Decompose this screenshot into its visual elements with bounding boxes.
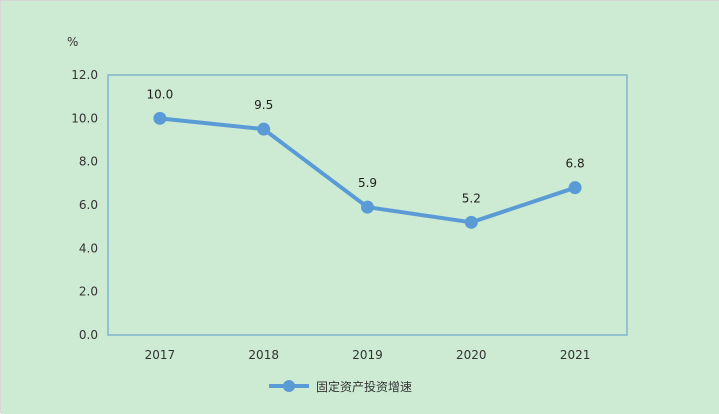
y-tick-label: 4.0 xyxy=(79,241,98,255)
x-tick-label: 2017 xyxy=(145,348,176,362)
data-label: 5.9 xyxy=(358,176,377,190)
x-tick-label: 2021 xyxy=(560,348,591,362)
y-tick-label: 6.0 xyxy=(79,198,98,212)
legend-series-label: 固定资产投资增速 xyxy=(316,379,412,394)
plot-border xyxy=(107,74,628,336)
y-tick-label: 2.0 xyxy=(79,285,98,299)
x-tick-label: 2019 xyxy=(352,348,383,362)
x-tick-label: 2020 xyxy=(456,348,487,362)
data-point xyxy=(568,181,582,195)
y-tick-label: 8.0 xyxy=(79,155,98,169)
legend-marker xyxy=(283,380,295,392)
x-tick-label: 2018 xyxy=(248,348,279,362)
plot-area: 0.0 2.0 4.0 6.0 8.0 10.0 12.0 2017 2018 2019 2020 2… xyxy=(71,68,628,362)
y-axis-unit: % xyxy=(67,35,78,49)
y-tick-label: 12.0 xyxy=(71,68,98,82)
data-point xyxy=(464,215,478,229)
data-point xyxy=(153,111,167,125)
data-label: 6.8 xyxy=(566,157,585,171)
data-point xyxy=(361,200,374,214)
y-tick-label: 10.0 xyxy=(71,111,98,125)
data-label: 10.0 xyxy=(147,87,174,101)
y-tick-label: 0.0 xyxy=(79,328,98,342)
data-label: 5.2 xyxy=(462,191,481,205)
data-label: 9.5 xyxy=(254,98,273,112)
data-point xyxy=(257,122,271,136)
legend: 固定资产投资增速 xyxy=(269,379,412,394)
